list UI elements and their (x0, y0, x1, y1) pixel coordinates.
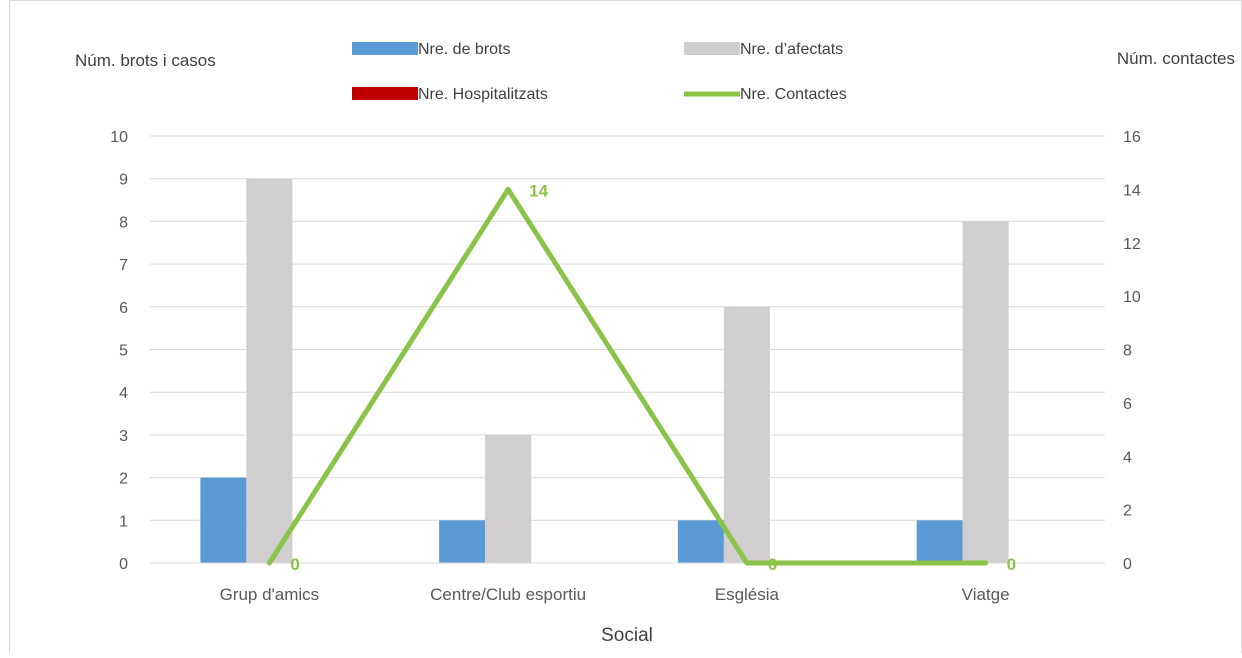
right-tick-label: 6 (1123, 396, 1132, 413)
left-tick-label: 9 (119, 172, 128, 189)
bar-afectats (962, 221, 1009, 563)
gridlines (150, 135, 1105, 521)
right-axis-ticks: 0 2 4 6 8 10 12 14 16 (1123, 129, 1141, 573)
contactes-line (266, 186, 989, 566)
left-tick-label: 4 (119, 385, 128, 402)
left-tick-label: 6 (119, 300, 128, 317)
left-tick-label: 1 (119, 513, 128, 530)
legend-label-contactes: Nre. Contactes (740, 86, 847, 103)
left-axis-ticks: 0 1 2 3 4 5 6 7 8 9 10 (110, 129, 128, 573)
legend-item-afectats[interactable]: Nre. d’afectats (684, 41, 843, 58)
left-tick-label: 0 (119, 556, 128, 573)
category-label: Grup d'amics (220, 585, 320, 604)
right-tick-label: 12 (1123, 236, 1141, 253)
contactes-data-label: 0 (768, 555, 777, 574)
left-tick-label: 8 (119, 214, 128, 231)
legend-label-brots: Nre. de brots (418, 41, 510, 58)
bar-afectats (723, 306, 770, 563)
right-tick-label: 2 (1123, 503, 1132, 520)
right-axis-title: Núm. contactes (1117, 49, 1235, 68)
right-tick-label: 14 (1123, 182, 1141, 199)
line-series: 0 14 0 0 (266, 181, 1016, 574)
legend-item-contactes[interactable]: Nre. Contactes (684, 86, 847, 103)
legend-label-hospitalitzats: Nre. Hospitalitzats (418, 86, 548, 103)
contactes-data-label: 14 (529, 181, 548, 200)
left-tick-label: 2 (119, 471, 128, 488)
contactes-data-label: 0 (290, 555, 299, 574)
left-axis-title: Núm. brots i casos (75, 51, 216, 70)
category-label: Església (715, 585, 780, 604)
category-label: Centre/Club esportiu (430, 585, 586, 604)
left-tick-label: 7 (119, 257, 128, 274)
legend-label-afectats: Nre. d’afectats (740, 41, 843, 58)
right-tick-label: 4 (1123, 449, 1132, 466)
chart-border (9, 0, 1242, 658)
legend-item-brots[interactable]: Nre. de brots (352, 41, 510, 58)
bar-series (200, 178, 1009, 563)
left-tick-label: 3 (119, 428, 128, 445)
bar-brots (916, 520, 963, 563)
legend-swatch-brots (352, 42, 418, 55)
x-axis-title: Social (601, 625, 653, 646)
bar-afectats (246, 178, 293, 563)
legend-swatch-afectats (684, 42, 740, 55)
left-tick-label: 10 (110, 129, 128, 146)
legend-swatch-hospitalitzats (352, 87, 418, 100)
left-tick-label: 5 (119, 343, 128, 360)
bar-afectats (485, 434, 532, 563)
right-tick-label: 10 (1123, 289, 1141, 306)
bar-brots (439, 520, 486, 563)
contactes-data-label: 0 (1007, 555, 1016, 574)
legend: Nre. de brots Nre. d’afectats Nre. Hospi… (352, 41, 847, 103)
category-label: Viatge (962, 585, 1010, 604)
category-labels: Grup d'amics Centre/Club esportiu Església… (220, 585, 1010, 604)
bar-brots (200, 477, 247, 563)
bar-brots (677, 520, 724, 563)
right-tick-label: 0 (1123, 556, 1132, 573)
right-tick-label: 8 (1123, 343, 1132, 360)
right-tick-label: 16 (1123, 129, 1141, 146)
legend-item-hospitalitzats[interactable]: Nre. Hospitalitzats (352, 86, 548, 103)
